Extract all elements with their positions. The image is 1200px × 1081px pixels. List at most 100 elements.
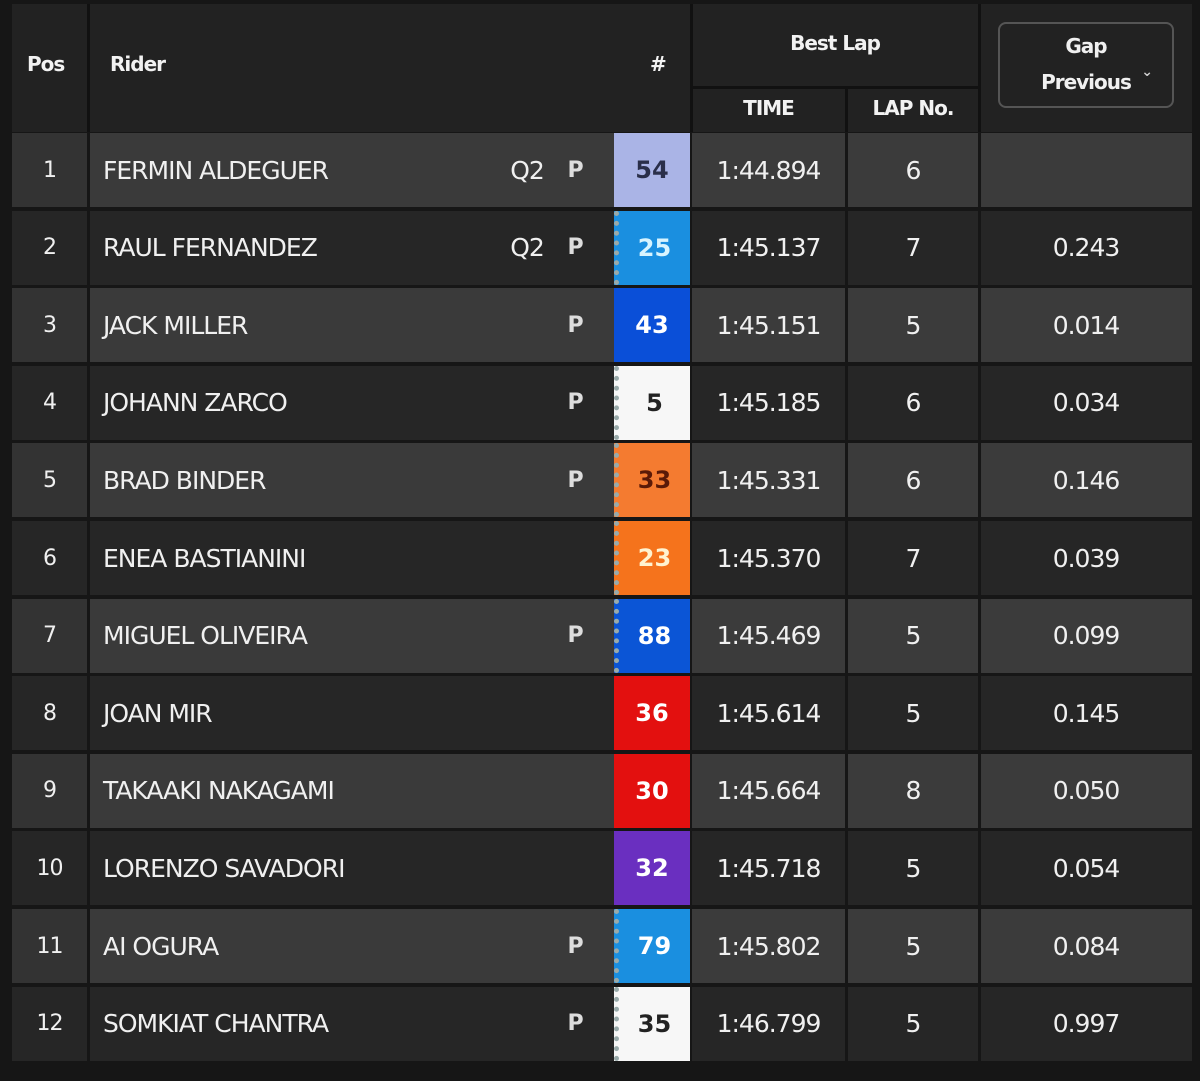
header-lap-no: LAP No. xyxy=(872,96,955,120)
rider-name[interactable]: BRAD BINDER xyxy=(103,465,266,495)
position: 4 xyxy=(43,390,57,416)
qualifying-badge xyxy=(502,987,552,1061)
best-lap-time: 1:45.151 xyxy=(692,288,845,363)
best-lap-number: 6 xyxy=(848,443,978,518)
gap-previous: 0.145 xyxy=(982,676,1190,751)
table-row[interactable]: 11 AI OGURA P 79 1:45.802 5 0.084 xyxy=(12,909,1192,983)
gap-label-line1: Gap xyxy=(1065,34,1107,58)
gap-previous: 0.084 xyxy=(982,909,1190,983)
rider-number-badge: 30 xyxy=(614,753,690,828)
position: 6 xyxy=(43,545,57,571)
best-lap-time: 1:45.718 xyxy=(692,831,845,906)
qualifying-badge: Q2 xyxy=(510,233,545,263)
best-lap-number: 8 xyxy=(848,753,978,828)
qualifying-badge xyxy=(502,443,552,517)
gap-column-dropdown[interactable]: Gap Previous ⌄ xyxy=(998,22,1174,108)
qualifying-badge xyxy=(502,754,552,828)
gap-previous: 0.050 xyxy=(982,753,1190,828)
rider-number-badge: 5 xyxy=(614,365,690,440)
best-lap-time: 1:45.331 xyxy=(692,443,845,518)
qualifying-badge xyxy=(502,599,552,673)
rider-name[interactable]: JOAN MIR xyxy=(103,698,213,728)
table-header: Pos Rider # Best Lap TIME LAP No. Gap Pr… xyxy=(12,4,1192,132)
table-row[interactable]: 1 FERMIN ALDEGUER Q2 P 54 1:44.894 6 xyxy=(12,133,1192,207)
table-row[interactable]: 4 JOHANN ZARCO P 5 1:45.185 6 0.034 xyxy=(12,365,1192,440)
tyre-brand-icon: P xyxy=(567,390,583,416)
rider-name[interactable]: RAUL FERNANDEZ xyxy=(103,233,318,263)
header-rider: Rider xyxy=(110,52,166,76)
rider-number-badge: 79 xyxy=(614,909,690,983)
best-lap-time: 1:45.664 xyxy=(692,753,845,828)
rider-name[interactable]: LORENZO SAVADORI xyxy=(103,853,345,883)
header-time: TIME xyxy=(743,96,795,120)
position: 7 xyxy=(12,598,87,673)
rider-name[interactable]: SOMKIAT CHANTRA xyxy=(103,1009,329,1039)
gap-previous: 0.997 xyxy=(982,986,1190,1061)
best-lap-time: 1:45.137 xyxy=(692,210,845,285)
best-lap-number: 5 xyxy=(848,831,978,906)
position: 8 xyxy=(43,700,57,726)
tyre-brand-icon: P xyxy=(567,1011,583,1037)
table-row[interactable]: 5 BRAD BINDER P 33 1:45.331 6 0.146 xyxy=(12,443,1192,518)
gap-previous: 0.014 xyxy=(982,288,1190,363)
qualifying-badge xyxy=(502,909,552,983)
results-table: Pos Rider # Best Lap TIME LAP No. Gap Pr… xyxy=(12,4,1192,1061)
gap-label-line2: Previous xyxy=(1041,70,1132,94)
rider-number-badge: 88 xyxy=(614,598,690,673)
best-lap-number: 5 xyxy=(848,986,978,1061)
rider-number-badge: 32 xyxy=(614,831,690,906)
header-pos: Pos xyxy=(27,52,65,76)
table-row[interactable]: 8 JOAN MIR 36 1:45.614 5 0.145 xyxy=(12,676,1192,751)
qualifying-badge xyxy=(502,676,552,750)
header-number: # xyxy=(650,52,667,76)
qualifying-badge xyxy=(502,366,552,440)
rider-number-badge: 33 xyxy=(614,443,690,518)
tyre-brand-icon: P xyxy=(567,623,583,649)
position: 12 xyxy=(36,1011,64,1037)
best-lap-number: 7 xyxy=(848,210,978,285)
position: 3 xyxy=(12,288,87,363)
table-row[interactable]: 6 ENEA BASTIANINI 23 1:45.370 7 0.039 xyxy=(12,521,1192,595)
table-row[interactable]: 9 TAKAAKI NAKAGAMI 30 1:45.664 8 0.050 xyxy=(12,753,1192,828)
gap-previous: 0.243 xyxy=(982,210,1190,285)
rider-number-badge: 36 xyxy=(614,676,690,751)
best-lap-number: 5 xyxy=(848,598,978,673)
chevron-down-icon: ⌄ xyxy=(1141,64,1153,80)
position: 11 xyxy=(12,909,87,983)
rider-number-badge: 54 xyxy=(614,133,690,207)
best-lap-number: 6 xyxy=(848,365,978,440)
position: 2 xyxy=(43,235,57,261)
gap-previous: 0.034 xyxy=(982,365,1190,440)
rider-name[interactable]: JACK MILLER xyxy=(103,310,248,340)
rider-name[interactable]: TAKAAKI NAKAGAMI xyxy=(103,776,335,806)
rider-name[interactable]: JOHANN ZARCO xyxy=(103,388,288,418)
rider-name[interactable]: FERMIN ALDEGUER xyxy=(103,155,329,185)
tyre-brand-icon: P xyxy=(567,312,583,338)
rider-number-badge: 35 xyxy=(614,986,690,1061)
best-lap-time: 1:45.614 xyxy=(692,676,845,751)
best-lap-time: 1:46.799 xyxy=(692,986,845,1061)
best-lap-time: 1:45.185 xyxy=(692,365,845,440)
best-lap-number: 6 xyxy=(848,133,978,207)
best-lap-time: 1:45.469 xyxy=(692,598,845,673)
rider-name[interactable]: ENEA BASTIANINI xyxy=(103,543,306,573)
best-lap-number: 5 xyxy=(848,676,978,751)
qualifying-badge: Q2 xyxy=(510,155,545,185)
table-row[interactable]: 3 JACK MILLER P 43 1:45.151 5 0.014 xyxy=(12,288,1192,363)
qualifying-badge xyxy=(502,521,552,595)
table-row[interactable]: 2 RAUL FERNANDEZ Q2 P 25 1:45.137 7 0.24… xyxy=(12,210,1192,285)
rider-name[interactable]: MIGUEL OLIVEIRA xyxy=(103,621,308,651)
best-lap-number: 5 xyxy=(848,288,978,363)
table-row[interactable]: 12 SOMKIAT CHANTRA P 35 1:46.799 5 0.997 xyxy=(12,986,1192,1061)
gap-previous: 0.146 xyxy=(982,443,1190,518)
rider-number-badge: 23 xyxy=(614,521,690,595)
tyre-brand-icon: P xyxy=(567,235,583,261)
tyre-brand-icon: P xyxy=(567,157,583,183)
table-row[interactable]: 7 MIGUEL OLIVEIRA P 88 1:45.469 5 0.099 xyxy=(12,598,1192,673)
qualifying-badge xyxy=(502,288,552,362)
header-best-lap: Best Lap xyxy=(790,31,881,55)
tyre-brand-icon: P xyxy=(567,467,583,493)
rider-name[interactable]: AI OGURA xyxy=(103,931,219,961)
gap-previous: 0.099 xyxy=(982,598,1190,673)
table-row[interactable]: 10 LORENZO SAVADORI 32 1:45.718 5 0.054 xyxy=(12,831,1192,906)
